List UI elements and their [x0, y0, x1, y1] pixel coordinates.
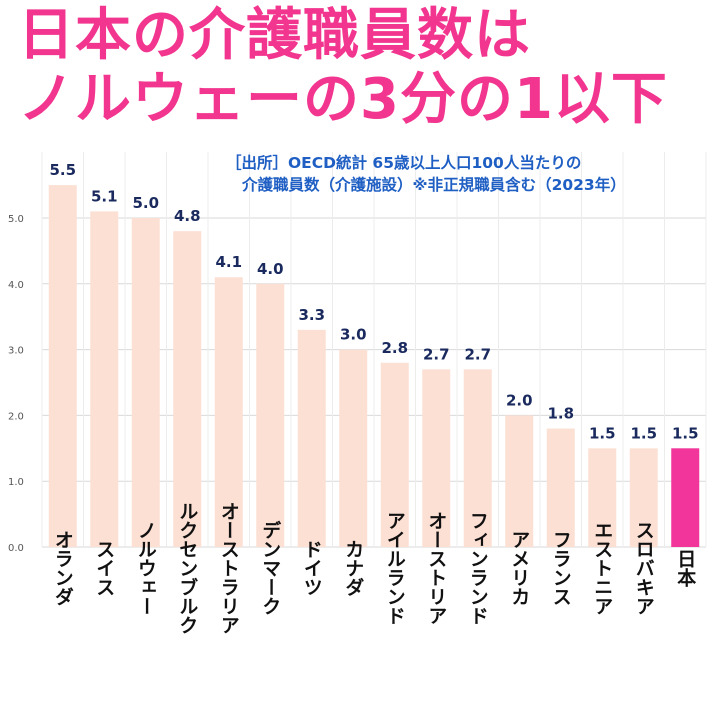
category-label: オーストラリア — [218, 502, 240, 635]
category-label: オーストリア — [425, 511, 447, 625]
bar — [339, 349, 368, 547]
category-label: ドイツ — [301, 540, 323, 597]
data-label: 2.7 — [464, 345, 491, 363]
bar — [131, 218, 160, 547]
bar — [297, 329, 326, 547]
bar — [380, 362, 409, 547]
category-label: オランダ — [52, 530, 74, 606]
bar — [90, 211, 119, 548]
bar — [588, 448, 617, 547]
category-label: フランス — [550, 530, 572, 606]
y-tick-label: 5.0 — [8, 214, 24, 225]
data-label: 2.8 — [381, 339, 408, 357]
data-label: 1.5 — [630, 424, 657, 442]
data-label: 5.0 — [132, 194, 159, 212]
y-tick-label: 2.0 — [8, 411, 24, 422]
source-note-line-1: ［出所］OECD統計 65歳以上人口100人当たりの — [226, 154, 582, 172]
data-label: 2.0 — [506, 391, 533, 409]
chart-title-line-1: 日本の介護職員数は — [18, 3, 531, 68]
category-label: フィンランド — [467, 511, 489, 625]
y-tick-label: 1.0 — [8, 477, 24, 488]
category-label: デンマーク — [259, 519, 281, 615]
bar — [256, 283, 285, 547]
source-note-line-2: 介護職員数（介護施設）※非正規職員含む（2023年） — [242, 176, 626, 194]
data-label: 5.5 — [49, 161, 76, 179]
bar — [422, 369, 451, 547]
data-label: 3.3 — [298, 306, 325, 324]
bar — [463, 369, 492, 547]
bar — [48, 185, 77, 547]
data-label: 3.0 — [340, 326, 367, 344]
bar — [629, 448, 658, 547]
category-label: 日本 — [674, 549, 696, 588]
data-label: 1.5 — [589, 424, 616, 442]
chart-title-line-2: ノルウェーの3分の1以下 — [18, 67, 668, 132]
category-label: エストニア — [591, 521, 613, 616]
bar — [546, 428, 575, 547]
y-tick-label: 0.0 — [8, 543, 24, 554]
data-label: 1.8 — [547, 405, 574, 423]
category-label: アメリカ — [508, 530, 530, 606]
data-label: 5.1 — [91, 187, 118, 205]
category-label: ノルウェー — [135, 521, 157, 616]
category-label: スイス — [93, 540, 115, 597]
data-label: 2.7 — [423, 345, 450, 363]
category-label: ルクセンブルク — [176, 502, 198, 635]
bar — [505, 415, 534, 547]
category-label: カナダ — [342, 540, 364, 597]
category-label: スロバキア — [633, 521, 655, 616]
y-tick-label: 3.0 — [8, 346, 24, 357]
bar — [214, 277, 243, 547]
y-tick-label: 4.0 — [8, 280, 24, 291]
bar — [173, 231, 202, 547]
data-label: 4.0 — [257, 260, 284, 278]
bar-highlight — [671, 448, 700, 547]
data-label: 1.5 — [672, 424, 699, 442]
category-label: アイルランド — [384, 511, 406, 625]
data-label: 4.8 — [174, 207, 201, 225]
data-label: 4.1 — [215, 253, 242, 271]
